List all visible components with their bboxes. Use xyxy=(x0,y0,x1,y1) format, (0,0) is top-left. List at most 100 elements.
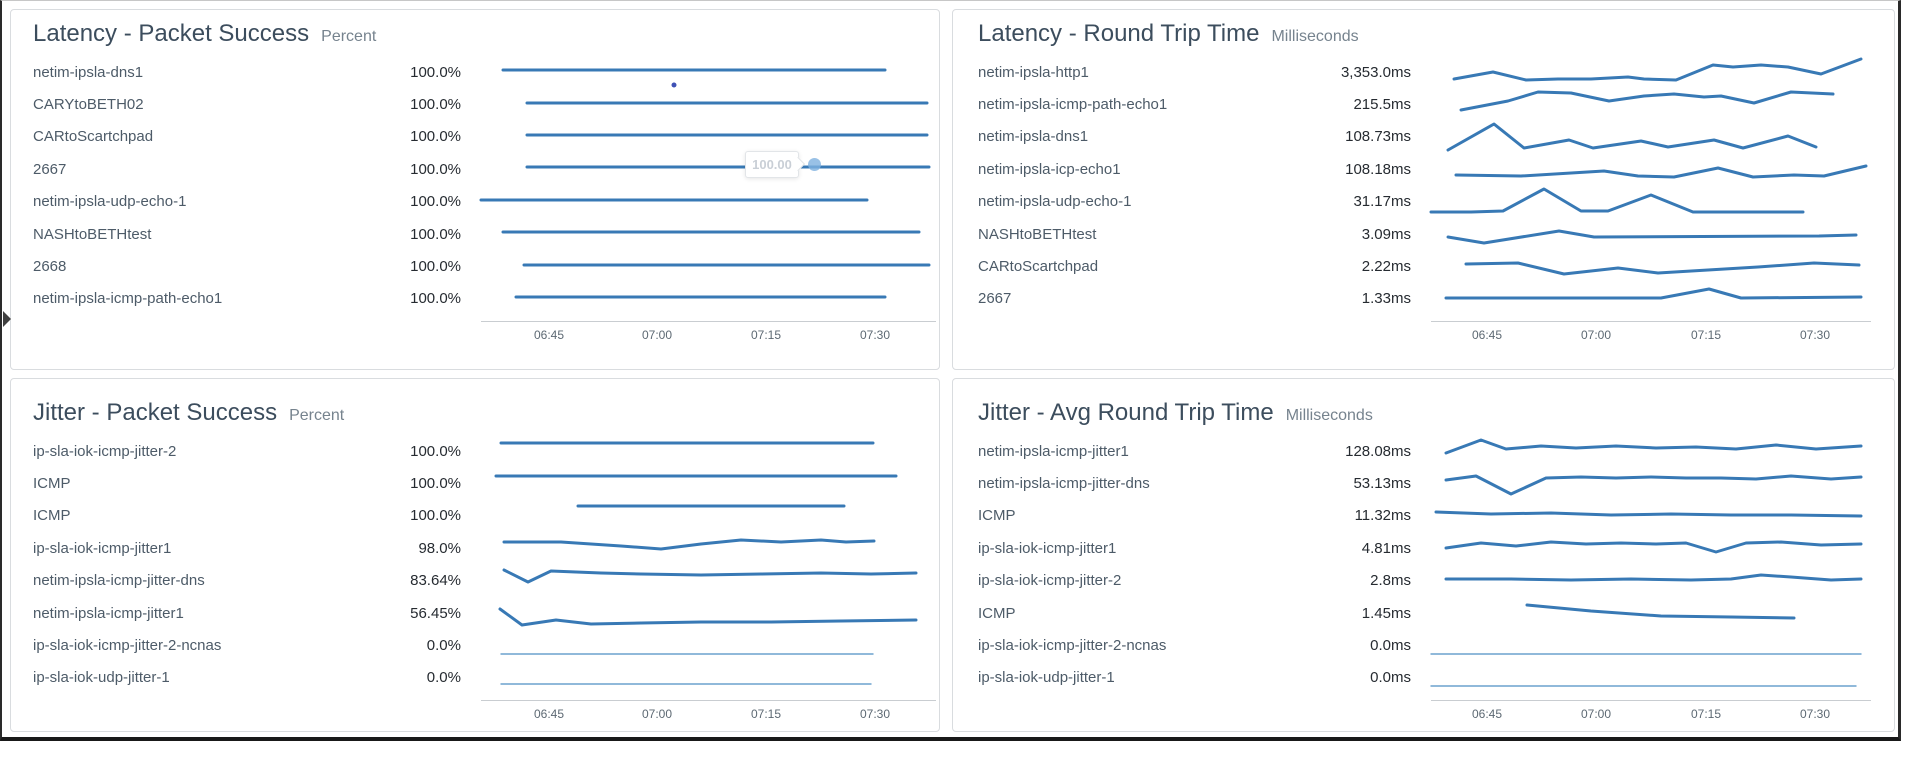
metric-sparkline[interactable] xyxy=(1431,435,1871,467)
panel-title: Latency - Round Trip Time xyxy=(978,20,1260,47)
metric-sparkline[interactable] xyxy=(481,251,936,283)
metric-value: 56.45% xyxy=(410,604,461,622)
axis-tick-label: 06:45 xyxy=(533,707,565,722)
table-row: ip-sla-iok-icmp-jitter-2 2.8ms xyxy=(978,565,1871,597)
metric-value: 31.17ms xyxy=(1353,193,1411,211)
table-row: netim-ipsla-icmp-jitter1 128.08ms xyxy=(978,435,1871,467)
hover-point-marker xyxy=(808,158,821,172)
metric-sparkline[interactable] xyxy=(1431,597,1871,629)
metric-label: netim-ipsla-icmp-path-echo1 xyxy=(33,290,223,308)
metric-sparkline[interactable] xyxy=(481,218,936,250)
metric-value: 100.0% xyxy=(410,128,461,146)
axis-tick-label: 07:30 xyxy=(1799,328,1831,343)
metric-rows: ip-sla-iok-icmp-jitter-2 100.0% ICMP 100.0… xyxy=(33,435,936,694)
metric-sparkline[interactable] xyxy=(481,56,936,88)
x-axis-line: 06:45 07:00 07:15 07:30 xyxy=(481,321,936,352)
metric-rows: netim-ipsla-icmp-jitter1 128.08ms netim-i… xyxy=(978,435,1871,694)
table-row: ICMP 100.0% xyxy=(33,467,936,499)
metric-label: netim-ipsla-icmp-path-echo1 xyxy=(978,96,1168,114)
metric-sparkline[interactable] xyxy=(481,468,936,500)
metric-value: 128.08ms xyxy=(1345,442,1411,460)
table-row: ip-sla-iok-icmp-jitter-2-ncnas 0.0ms xyxy=(978,629,1871,661)
table-row: ICMP 1.45ms xyxy=(978,597,1871,629)
metric-label: netim-ipsla-http1 xyxy=(978,63,1089,81)
metric-sparkline[interactable] xyxy=(1431,283,1871,315)
metric-sparkline[interactable] xyxy=(1431,153,1871,185)
metric-label: netim-ipsla-dns1 xyxy=(978,128,1089,146)
metric-label: ICMP xyxy=(33,507,71,525)
metric-sparkline[interactable] xyxy=(1430,630,1871,662)
metric-value: 3.09ms xyxy=(1361,225,1411,243)
panel-unit-label: Milliseconds xyxy=(1271,28,1359,45)
metric-label: netim-ipsla-udp-echo-1 xyxy=(978,193,1132,211)
table-row: ICMP 11.32ms xyxy=(978,500,1871,532)
panel-header: Latency - Packet Success Percent xyxy=(33,10,936,56)
metric-sparkline[interactable] xyxy=(1431,251,1871,283)
dashboard-window: Latency - Packet Success Percent netim-ip… xyxy=(0,0,1901,741)
table-row: netim-ipsla-udp-echo-1 100.0% xyxy=(33,186,936,218)
metric-sparkline[interactable] xyxy=(1431,121,1871,153)
x-axis: 06:45 07:00 07:15 07:30 xyxy=(978,315,1871,349)
metric-label: ip-sla-iok-udp-jitter-1 xyxy=(978,669,1115,687)
metric-sparkline[interactable] xyxy=(1431,565,1871,597)
metric-label: netim-ipsla-icmp-jitter-dns xyxy=(33,572,205,590)
metric-sparkline[interactable] xyxy=(481,435,936,467)
metric-sparkline[interactable] xyxy=(1431,89,1871,121)
metric-sparkline[interactable] xyxy=(479,186,936,218)
metric-sparkline[interactable] xyxy=(481,630,936,662)
table-row: netim-ipsla-icmp-jitter-dns 53.13ms xyxy=(978,467,1871,499)
panel-unit-label: Percent xyxy=(289,407,345,424)
metric-value: 0.0ms xyxy=(1370,637,1411,655)
metric-label: ICMP xyxy=(978,507,1016,525)
metric-label: 2667 xyxy=(33,160,67,178)
metric-value: 100.0% xyxy=(410,193,461,211)
metric-label: netim-ipsla-dns1 xyxy=(33,63,144,81)
metric-sparkline[interactable]: 100.00 xyxy=(481,151,936,185)
metric-sparkline[interactable] xyxy=(1431,56,1871,88)
metric-sparkline[interactable] xyxy=(1431,500,1871,532)
metric-value: 100.0% xyxy=(410,475,461,493)
table-row: netim-ipsla-http1 3,353.0ms xyxy=(978,56,1871,88)
metric-value: 98.0% xyxy=(418,539,461,557)
metric-sparkline[interactable] xyxy=(1430,662,1871,694)
table-row: 2668 100.0% xyxy=(33,250,936,282)
x-axis-line: 06:45 07:00 07:15 07:30 xyxy=(1431,700,1871,731)
metric-value: 100.0% xyxy=(410,225,461,243)
x-axis-line: 06:45 07:00 07:15 07:30 xyxy=(1431,321,1871,352)
metric-sparkline[interactable] xyxy=(481,532,936,564)
axis-tick-label: 07:30 xyxy=(859,328,891,343)
metric-label: 2668 xyxy=(33,258,67,276)
metric-sparkline[interactable] xyxy=(1429,186,1871,218)
panel-latency-round-trip-time: Latency - Round Trip Time Milliseconds ne… xyxy=(952,9,1895,370)
metric-sparkline[interactable] xyxy=(481,283,936,315)
metric-sparkline[interactable] xyxy=(481,500,936,532)
metric-sparkline[interactable] xyxy=(481,597,936,629)
axis-tick-label: 07:30 xyxy=(1799,707,1831,722)
table-row: ICMP 100.0% xyxy=(33,500,936,532)
table-row: 2667 100.0% 100.00 xyxy=(33,151,936,185)
metric-sparkline[interactable] xyxy=(481,89,936,121)
table-row: ip-sla-iok-icmp-jitter1 4.81ms xyxy=(978,532,1871,564)
metric-sparkline[interactable] xyxy=(481,565,936,597)
axis-tick-label: 06:45 xyxy=(1471,328,1503,343)
metric-sparkline[interactable] xyxy=(481,121,936,153)
metric-value: 100.0% xyxy=(410,160,461,178)
metric-value: 215.5ms xyxy=(1353,96,1411,114)
metric-value: 100.0% xyxy=(410,290,461,308)
axis-tick-label: 07:00 xyxy=(1580,328,1612,343)
metric-sparkline[interactable] xyxy=(481,662,936,694)
metric-value: 1.45ms xyxy=(1361,604,1411,622)
metric-value: 1.33ms xyxy=(1361,290,1411,308)
panel-header: Jitter - Avg Round Trip Time Milliseconds xyxy=(978,379,1871,435)
metric-value: 108.73ms xyxy=(1345,128,1411,146)
table-row: netim-ipsla-icmp-jitter1 56.45% xyxy=(33,597,936,629)
metric-sparkline[interactable] xyxy=(1431,468,1871,500)
metric-value: 11.32ms xyxy=(1354,507,1411,525)
metric-label: 2667 xyxy=(978,290,1012,308)
metric-label: CARtoScartchpad xyxy=(33,128,154,146)
metric-sparkline[interactable] xyxy=(1431,532,1871,564)
metric-label: ip-sla-iok-icmp-jitter-2-ncnas xyxy=(978,637,1167,655)
table-row: CARYtoBETH02 100.0% xyxy=(33,88,936,120)
sidebar-expand-arrow[interactable] xyxy=(3,311,11,327)
metric-sparkline[interactable] xyxy=(1431,218,1871,250)
